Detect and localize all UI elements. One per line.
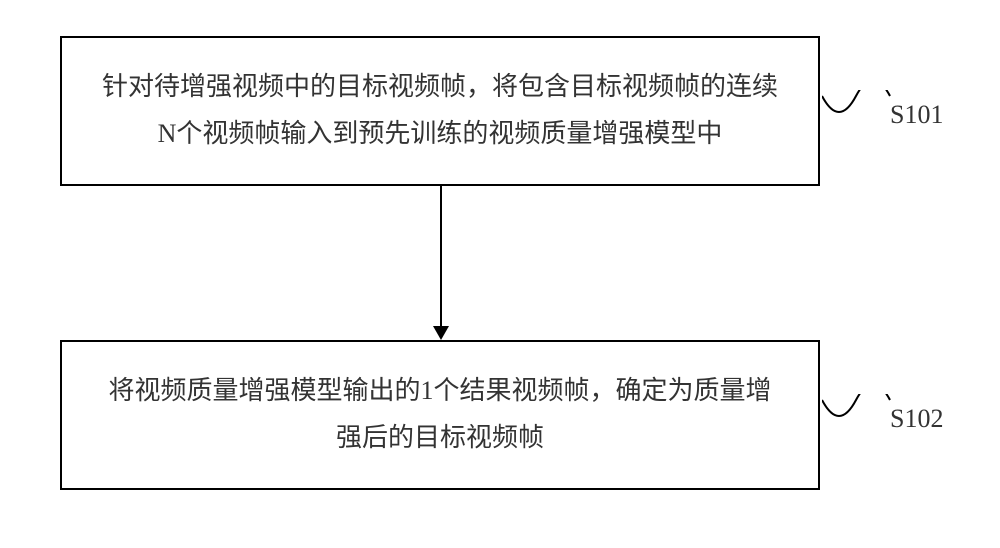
- curve-connector-1: [822, 90, 892, 140]
- flow-step-2: 将视频质量增强模型输出的1个结果视频帧，确定为质量增强后的目标视频帧: [60, 340, 820, 490]
- curve-connector-2: [822, 394, 892, 444]
- step-label-2: S102: [890, 404, 943, 434]
- flow-step-2-text: 将视频质量增强模型输出的1个结果视频帧，确定为质量增强后的目标视频帧: [102, 368, 778, 462]
- arrow-head-icon: [433, 326, 449, 340]
- flowchart-container: 针对待增强视频中的目标视频帧，将包含目标视频帧的连续N个视频帧输入到预先训练的视…: [0, 0, 1000, 548]
- step-label-1: S101: [890, 100, 943, 130]
- arrow-line: [440, 186, 442, 326]
- flow-step-1-text: 针对待增强视频中的目标视频帧，将包含目标视频帧的连续N个视频帧输入到预先训练的视…: [102, 64, 778, 158]
- flow-step-1: 针对待增强视频中的目标视频帧，将包含目标视频帧的连续N个视频帧输入到预先训练的视…: [60, 36, 820, 186]
